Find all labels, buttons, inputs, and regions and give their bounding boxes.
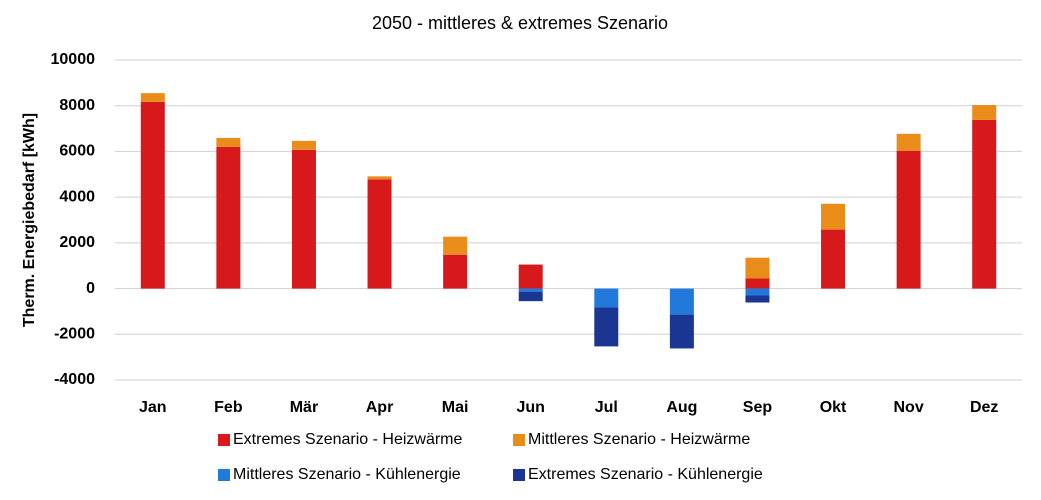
y-tick-label: 6000 [59, 143, 95, 160]
bar-segment [972, 105, 997, 120]
x-tick-label: Sep [743, 399, 773, 416]
y-tick-label: 8000 [59, 97, 95, 114]
x-tick-label: Jan [139, 399, 167, 416]
bar-segment [896, 133, 921, 151]
bar-segment [669, 314, 694, 349]
bar-segment [745, 257, 770, 279]
legend-swatch [218, 469, 230, 481]
y-tick-label: 2000 [59, 234, 95, 251]
bar-segment [518, 264, 543, 289]
bar-segment [594, 288, 619, 308]
bar-segment [821, 229, 846, 289]
y-tick-label: 4000 [59, 188, 95, 205]
bar-segment [594, 307, 619, 347]
x-tick-label: Jul [595, 399, 618, 416]
bar-segment [745, 278, 770, 289]
bar-segment [518, 288, 543, 292]
bar-segment [972, 119, 997, 289]
bar-segment [216, 137, 241, 147]
y-tick-label: 0 [86, 280, 95, 297]
x-tick-label: Mär [290, 399, 318, 416]
x-tick-label: Mai [442, 399, 469, 416]
x-tick-label: Nov [894, 399, 924, 416]
x-tick-label: Apr [366, 399, 394, 416]
legend-label: Mittleres Szenario - Heizwärme [528, 431, 750, 448]
legend-label: Mittleres Szenario - Kühlenergie [233, 466, 461, 483]
y-tick-label: -2000 [54, 326, 95, 343]
x-tick-label: Aug [666, 399, 697, 416]
bar-segment [140, 93, 165, 102]
bar-segment [443, 236, 468, 255]
bar-segment [291, 140, 316, 150]
bar-segment [518, 292, 543, 302]
y-axis-label: Therm. Energiebedarf [kWh] [21, 113, 38, 327]
y-tick-label: 10000 [51, 51, 96, 68]
bar-segment [367, 176, 392, 180]
bar-segment [367, 179, 392, 289]
bar-segment [745, 288, 770, 296]
chart-title: 2050 - mittleres & extremes Szenario [372, 13, 668, 33]
bar-segment [140, 101, 165, 289]
bar-segment [291, 149, 316, 289]
legend-swatch [513, 434, 525, 446]
x-tick-label: Okt [820, 399, 847, 416]
bar-segment [745, 295, 770, 303]
x-tick-label: Dez [970, 399, 998, 416]
x-tick-label: Feb [214, 399, 243, 416]
legend-swatch [218, 434, 230, 446]
legend-label: Extremes Szenario - Kühlenergie [528, 466, 763, 483]
bar-segment [821, 203, 846, 230]
bar-segment [443, 254, 468, 289]
legend-swatch [513, 469, 525, 481]
bar-segment [669, 288, 694, 315]
legend-label: Extremes Szenario - Heizwärme [233, 431, 463, 448]
y-tick-label: -4000 [54, 371, 95, 388]
x-tick-label: Jun [516, 399, 544, 416]
bar-segment [216, 146, 241, 289]
bar-segment [896, 150, 921, 289]
